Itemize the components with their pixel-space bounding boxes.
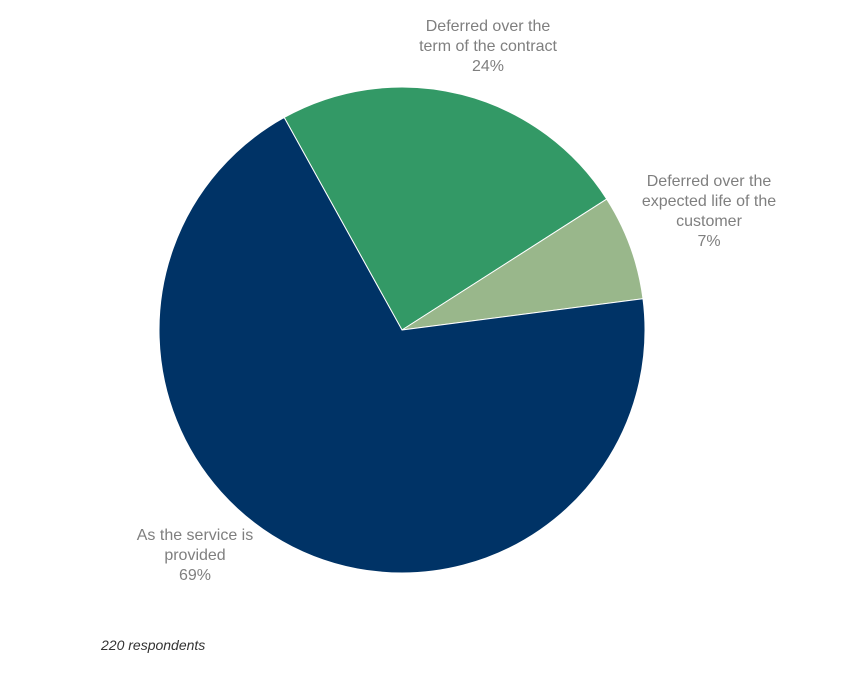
slice-name-line: Deferred over the <box>647 173 772 190</box>
pie-slices <box>158 86 646 574</box>
slice-name-line: As the service is <box>137 527 253 544</box>
respondents-footnote: 220 respondents <box>101 637 206 653</box>
slice-name-line: Deferred over the <box>426 18 551 35</box>
slice-name-line: term of the contract <box>419 38 557 55</box>
slice-value-label: 69% <box>179 567 211 584</box>
pie-labels: Deferred over the term of the contract 24%… <box>137 18 777 584</box>
slice-label-2: Deferred over the expected life of the cus… <box>642 173 776 250</box>
slice-name-line: customer <box>676 213 742 230</box>
slice-label-3: As the service is provided 69% <box>137 527 253 584</box>
pie-slice-2 <box>401 198 644 331</box>
slice-name-line: provided <box>164 547 225 564</box>
pie-slice-1 <box>283 86 608 331</box>
pie-slice-3 <box>158 116 646 574</box>
slice-label-1: Deferred over the term of the contract 24% <box>419 18 557 75</box>
slice-name-line: expected life of the <box>642 193 776 210</box>
slice-value-label: 24% <box>472 58 504 75</box>
slice-value-label: 7% <box>697 233 720 250</box>
